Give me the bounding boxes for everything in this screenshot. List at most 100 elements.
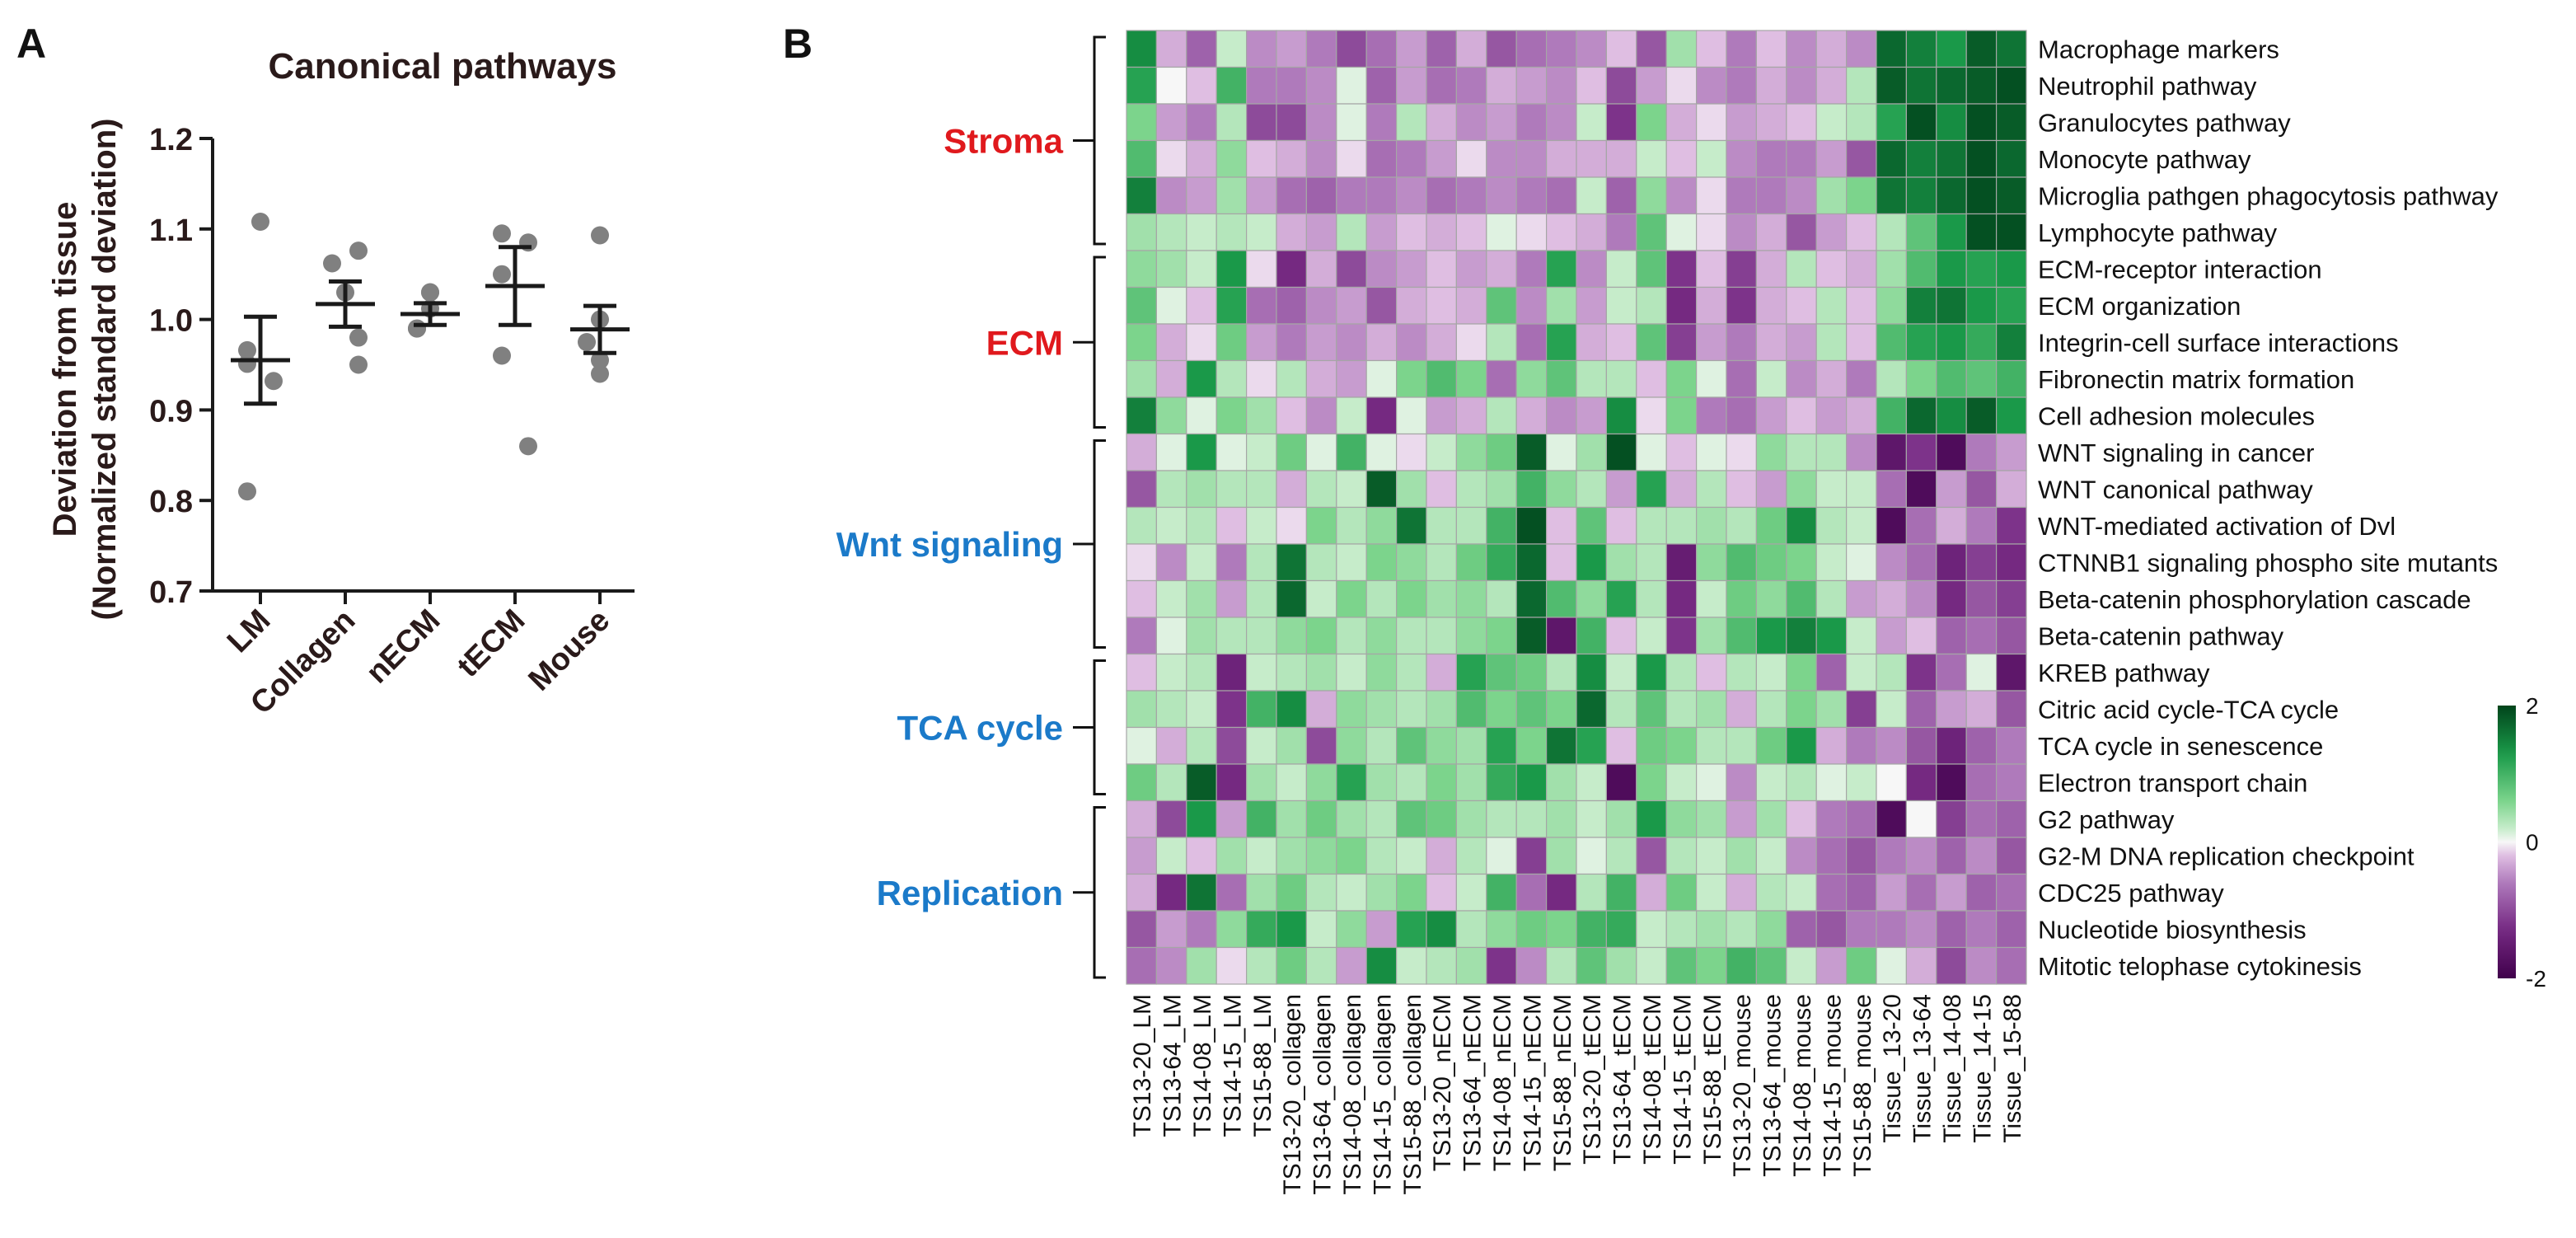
- heatmap-cell: [1245, 763, 1277, 802]
- row-label: Electron transport chain: [2038, 768, 2307, 797]
- row-label: Cell adhesion molecules: [2038, 401, 2315, 430]
- heatmap-cell: [1965, 579, 1998, 618]
- heatmap-cell: [1755, 653, 1787, 692]
- x-category-label: LM: [221, 603, 278, 660]
- heatmap-cell: [1215, 837, 1248, 875]
- heatmap-cell: [1426, 579, 1458, 618]
- heatmap-cell: [1905, 103, 1937, 142]
- heatmap-cell: [1846, 250, 1877, 288]
- heatmap-cell: [1605, 359, 1637, 398]
- heatmap-cell: [1155, 800, 1187, 838]
- heatmap-cell: [1726, 470, 1758, 509]
- heatmap-cell: [1545, 213, 1577, 251]
- heatmap-cell: [1455, 763, 1487, 802]
- column-label: TS13-64_nECM: [1459, 994, 1487, 1171]
- heatmap-cell: [1636, 837, 1667, 875]
- heatmap-cell: [1126, 653, 1158, 692]
- heatmap-cell: [1365, 66, 1398, 105]
- heatmap-cell: [1786, 30, 1817, 68]
- heatmap-cell: [1305, 946, 1337, 985]
- heatmap-cell: [1665, 433, 1698, 471]
- heatmap-cell: [1965, 873, 1998, 912]
- heatmap-cell: [1846, 139, 1877, 178]
- heatmap-cell: [1755, 323, 1787, 362]
- heatmap-cell: [1576, 30, 1608, 68]
- heatmap-cell: [1426, 30, 1458, 68]
- heatmap-cell: [1245, 726, 1277, 765]
- heatmap-cell: [1755, 763, 1787, 802]
- column-label: TS14-15_nECM: [1519, 994, 1546, 1171]
- heatmap-cell: [1636, 139, 1667, 178]
- heatmap-cell: [1576, 359, 1608, 398]
- heatmap-cell: [1336, 579, 1367, 618]
- heatmap-cell: [1936, 543, 1967, 582]
- heatmap-cell: [1215, 66, 1248, 105]
- heatmap-cell: [1726, 139, 1758, 178]
- heatmap-cell: [1696, 323, 1727, 362]
- heatmap-cell: [1636, 359, 1667, 398]
- heatmap-cell: [1846, 837, 1877, 875]
- heatmap-cell: [1215, 763, 1248, 802]
- heatmap-cell: [1365, 396, 1398, 435]
- data-point: [323, 254, 341, 273]
- column-label: TS15-88_nECM: [1549, 994, 1576, 1171]
- heatmap-cell: [1905, 250, 1937, 288]
- heatmap-cell: [1605, 139, 1637, 178]
- heatmap-cell: [1276, 433, 1308, 471]
- heatmap-cell: [1336, 543, 1367, 582]
- row-label: Beta-catenin pathway: [2038, 621, 2284, 650]
- heatmap-cell: [1665, 690, 1698, 729]
- heatmap-cell: [1755, 286, 1787, 325]
- heatmap-cell: [1996, 653, 2027, 692]
- heatmap-cell: [1486, 617, 1517, 655]
- row-label: ECM-receptor interaction: [2038, 255, 2322, 284]
- heatmap-cell: [1426, 396, 1458, 435]
- heatmap-cell: [1395, 470, 1427, 509]
- heatmap-cell: [1846, 800, 1877, 838]
- heatmap-cell: [1665, 176, 1698, 215]
- heatmap-cell: [1365, 543, 1398, 582]
- heatmap-cell: [1936, 213, 1967, 251]
- heatmap-cell: [1336, 323, 1367, 362]
- heatmap-cell: [1905, 359, 1937, 398]
- heatmap-cell: [1426, 139, 1458, 178]
- heatmap-cell: [1815, 873, 1848, 912]
- heatmap-cell: [1486, 433, 1517, 471]
- heatmap-cell: [1186, 250, 1217, 288]
- panel-label-b: B: [783, 21, 813, 67]
- heatmap-cell: [1815, 690, 1848, 729]
- heatmap-cell: [1126, 470, 1158, 509]
- heatmap-cell: [1305, 103, 1337, 142]
- heatmap-cell: [1186, 617, 1217, 655]
- heatmap-cell: [1426, 653, 1458, 692]
- heatmap-cell: [1965, 359, 1998, 398]
- heatmap-cell: [1365, 176, 1398, 215]
- heatmap-row-labels: Macrophage markers Neutrophil pathway Gran…: [2038, 35, 2499, 981]
- heatmap-cell: [1155, 543, 1187, 582]
- heatmap-cell: [1305, 176, 1337, 215]
- heatmap-cell: [1515, 617, 1548, 655]
- heatmap-cell: [1155, 213, 1187, 251]
- heatmap-cell: [1726, 433, 1758, 471]
- heatmap-cell: [1876, 176, 1908, 215]
- heatmap-cell: [1215, 250, 1248, 288]
- heatmap-cell: [1186, 433, 1217, 471]
- heatmap-cell: [1515, 396, 1548, 435]
- heatmap-cell: [1365, 946, 1398, 985]
- column-label: TS15-88_mouse: [1849, 994, 1876, 1177]
- heatmap-cell: [1336, 506, 1367, 545]
- heatmap-cell: [1905, 433, 1937, 471]
- heatmap-column-labels: TS13-20_LM TS13-64_LM TS14-08_LM TS14-15_LM…: [1129, 994, 2026, 1195]
- heatmap-cell: [1665, 470, 1698, 509]
- heatmap-cell: [1876, 103, 1908, 142]
- heatmap-cell: [1755, 139, 1787, 178]
- heatmap-cell: [1696, 30, 1727, 68]
- heatmap-cell: [1155, 103, 1187, 142]
- heatmap-cell: [1186, 103, 1217, 142]
- heatmap-cell: [1755, 617, 1787, 655]
- heatmap-cell: [1426, 690, 1458, 729]
- heatmap-cell: [1876, 139, 1908, 178]
- row-label: Fibronectin matrix formation: [2038, 365, 2354, 394]
- heatmap-cell: [1576, 690, 1608, 729]
- heatmap-cell: [1665, 910, 1698, 949]
